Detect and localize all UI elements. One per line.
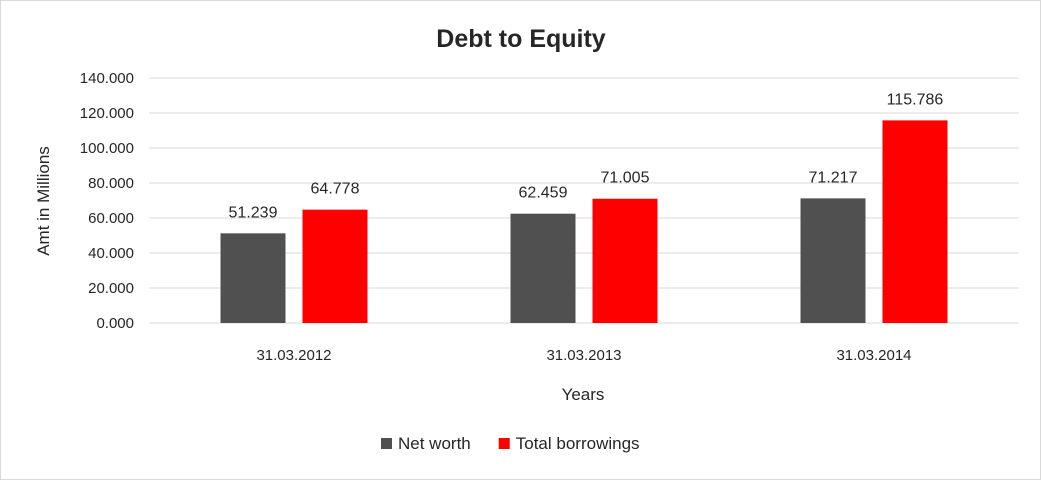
legend: Net worth Total borrowings [381,434,640,453]
data-labels: 51.239 64.778 62.459 71.005 71.217 115.786 [229,91,944,221]
data-label: 71.005 [601,170,650,187]
x-axis-tick-labels: 31.03.2012 31.03.2013 31.03.2014 [256,347,911,364]
y-tick-label: 60.000 [88,210,134,227]
legend-label-net-worth: Net worth [398,434,471,453]
bar-net-worth [510,213,576,323]
bar-net-worth [220,233,286,323]
bar-total-borrowings [302,209,368,323]
data-label: 62.459 [519,185,568,202]
x-tick-label: 31.03.2012 [256,347,331,364]
bar-net-worth [800,198,866,323]
y-axis-tick-labels: 0.000 20.000 40.000 60.000 80.000 100.000 120.… [80,70,134,332]
x-tick-label: 31.03.2014 [836,347,911,364]
chart-title: Debt to Equity [436,25,606,53]
gridlines [149,77,1019,324]
y-tick-label: 40.000 [88,245,134,262]
data-label: 51.239 [229,204,278,221]
legend-label-total-borrowings: Total borrowings [516,434,640,453]
y-axis-title: Amt in Millions [34,146,53,256]
y-tick-label: 120.000 [80,105,134,122]
data-label: 64.778 [311,181,360,198]
y-tick-label: 140.000 [80,70,134,87]
bar-total-borrowings [882,120,948,323]
y-tick-label: 100.000 [80,140,134,157]
data-label: 71.217 [809,169,858,186]
bars [220,120,948,323]
legend-swatch-total-borrowings [498,438,510,449]
legend-swatch-net-worth [381,438,392,449]
x-axis-title: Years [562,385,605,404]
y-tick-label: 80.000 [88,175,134,192]
data-label: 115.786 [887,91,944,108]
bar-total-borrowings [592,198,658,323]
x-tick-label: 31.03.2013 [546,347,621,364]
y-tick-label: 0.000 [96,315,134,332]
y-tick-label: 20.000 [88,280,134,297]
